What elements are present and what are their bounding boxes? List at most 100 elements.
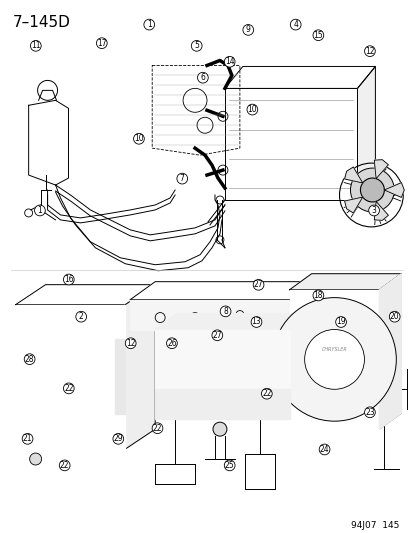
Polygon shape <box>130 281 324 300</box>
Text: 27: 27 <box>253 280 263 289</box>
Text: 22: 22 <box>152 424 162 433</box>
Text: 12: 12 <box>126 339 135 348</box>
Circle shape <box>388 311 399 322</box>
Text: 27: 27 <box>212 331 222 340</box>
Circle shape <box>247 104 257 115</box>
Circle shape <box>96 38 107 49</box>
Text: 2: 2 <box>78 312 83 321</box>
Circle shape <box>30 453 41 465</box>
Text: 6: 6 <box>200 73 205 82</box>
Circle shape <box>312 290 323 301</box>
Text: 29: 29 <box>113 434 123 443</box>
Polygon shape <box>155 329 289 389</box>
Circle shape <box>360 178 383 202</box>
Circle shape <box>63 383 74 394</box>
Text: 28: 28 <box>25 354 34 364</box>
Text: 22: 22 <box>261 389 271 398</box>
Circle shape <box>176 173 187 184</box>
Text: 19: 19 <box>335 318 345 327</box>
Circle shape <box>304 329 363 389</box>
Circle shape <box>152 423 162 433</box>
Text: 12: 12 <box>364 47 374 55</box>
Polygon shape <box>378 274 400 429</box>
Circle shape <box>272 297 395 421</box>
Circle shape <box>251 317 261 327</box>
Text: 10: 10 <box>247 105 256 114</box>
Circle shape <box>364 46 375 56</box>
Text: 1: 1 <box>38 206 42 215</box>
Polygon shape <box>224 88 356 200</box>
Circle shape <box>312 30 323 41</box>
Text: 11: 11 <box>31 42 40 50</box>
Circle shape <box>212 422 226 436</box>
Circle shape <box>166 338 177 349</box>
Circle shape <box>242 25 253 35</box>
Text: 16: 16 <box>64 275 74 284</box>
Polygon shape <box>155 313 311 329</box>
Polygon shape <box>115 340 125 414</box>
Text: 94J07  145: 94J07 145 <box>350 521 399 530</box>
Circle shape <box>261 389 271 399</box>
Text: 1: 1 <box>147 20 151 29</box>
Text: 23: 23 <box>364 408 374 417</box>
Text: 25: 25 <box>224 461 234 470</box>
Polygon shape <box>289 274 400 289</box>
Text: 8: 8 <box>223 307 228 316</box>
Circle shape <box>350 168 393 212</box>
Polygon shape <box>289 289 378 429</box>
Circle shape <box>24 354 35 365</box>
Polygon shape <box>311 274 400 413</box>
Polygon shape <box>16 285 155 304</box>
Text: 10: 10 <box>134 134 143 143</box>
Polygon shape <box>16 304 125 449</box>
Circle shape <box>197 72 208 83</box>
Circle shape <box>125 338 136 349</box>
Circle shape <box>368 205 378 216</box>
Text: 14: 14 <box>224 57 234 66</box>
Circle shape <box>191 41 202 51</box>
Circle shape <box>59 460 70 471</box>
Text: 22: 22 <box>64 384 74 393</box>
Circle shape <box>35 205 45 216</box>
Polygon shape <box>383 183 404 197</box>
Polygon shape <box>344 167 362 183</box>
Circle shape <box>224 56 235 67</box>
Circle shape <box>144 19 154 30</box>
Circle shape <box>31 41 41 51</box>
Text: 15: 15 <box>313 31 323 40</box>
Polygon shape <box>155 389 289 419</box>
Circle shape <box>76 311 86 322</box>
Text: 22: 22 <box>60 461 69 470</box>
Text: 13: 13 <box>251 318 261 327</box>
Text: 9: 9 <box>245 26 250 35</box>
Circle shape <box>364 407 375 418</box>
Text: 20: 20 <box>389 312 399 321</box>
Circle shape <box>133 133 144 144</box>
Text: 26: 26 <box>167 339 176 348</box>
Text: 4: 4 <box>292 20 297 29</box>
Circle shape <box>211 330 222 341</box>
Polygon shape <box>356 67 375 200</box>
Text: 7: 7 <box>179 174 184 183</box>
Circle shape <box>356 181 385 209</box>
Polygon shape <box>224 67 375 88</box>
Circle shape <box>253 279 263 290</box>
Circle shape <box>318 444 329 455</box>
Text: 17: 17 <box>97 39 107 47</box>
Polygon shape <box>373 160 387 179</box>
Text: 21: 21 <box>23 434 32 443</box>
Polygon shape <box>373 201 387 220</box>
Circle shape <box>220 306 230 317</box>
Circle shape <box>63 274 74 285</box>
Circle shape <box>290 19 300 30</box>
Circle shape <box>113 433 123 444</box>
Text: 7–145D: 7–145D <box>13 14 70 30</box>
Text: 24: 24 <box>319 445 329 454</box>
Polygon shape <box>344 197 362 213</box>
Text: CHRYSLER: CHRYSLER <box>321 347 347 352</box>
Polygon shape <box>125 285 155 449</box>
Text: 5: 5 <box>194 42 199 50</box>
Circle shape <box>335 317 346 327</box>
Polygon shape <box>130 300 299 329</box>
Circle shape <box>224 460 235 471</box>
